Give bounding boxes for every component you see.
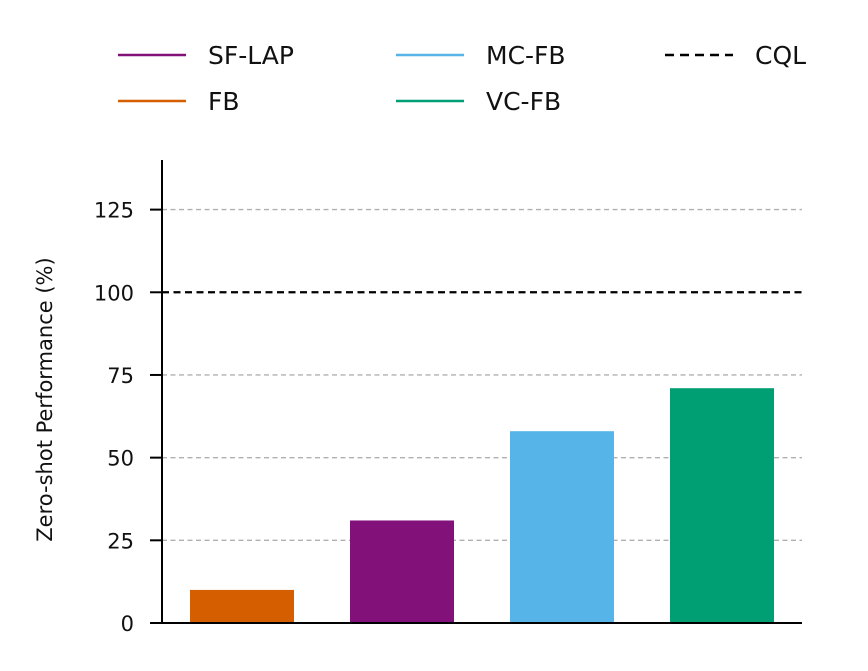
legend-label-cql: CQL: [755, 41, 806, 70]
legend-item-mc-fb: MC-FB: [396, 41, 566, 70]
y-tick-label-25: 25: [107, 529, 134, 553]
y-tick-label-75: 75: [107, 364, 134, 388]
bar-vc-fb: [670, 388, 774, 623]
y-tick-label-50: 50: [107, 447, 134, 471]
legend-label-vc-fb: VC-FB: [486, 87, 561, 116]
y-tick-label-125: 125: [94, 199, 134, 223]
bar-sf-lap: [350, 520, 454, 623]
axes: 0 25 50 75 100 125: [94, 160, 802, 636]
legend-item-fb: FB: [118, 87, 240, 116]
legend-label-sf-lap: SF-LAP: [208, 41, 294, 70]
bar-fb: [190, 589, 294, 623]
legend-item-cql: CQL: [665, 41, 806, 70]
y-axis-label: Zero-shot Performance (%): [33, 257, 57, 541]
bar-mc-fb: [510, 431, 614, 623]
legend-item-vc-fb: VC-FB: [396, 87, 561, 116]
gridlines: [162, 208, 802, 542]
bars: [190, 388, 774, 623]
legend-label-fb: FB: [208, 87, 240, 116]
legend-item-sf-lap: SF-LAP: [118, 41, 294, 70]
legend: SF-LAP FB MC-FB VC-FB CQL: [118, 41, 806, 116]
legend-label-mc-fb: MC-FB: [486, 41, 566, 70]
y-tick-label-0: 0: [121, 612, 134, 636]
y-tick-label-100: 100: [94, 281, 134, 305]
